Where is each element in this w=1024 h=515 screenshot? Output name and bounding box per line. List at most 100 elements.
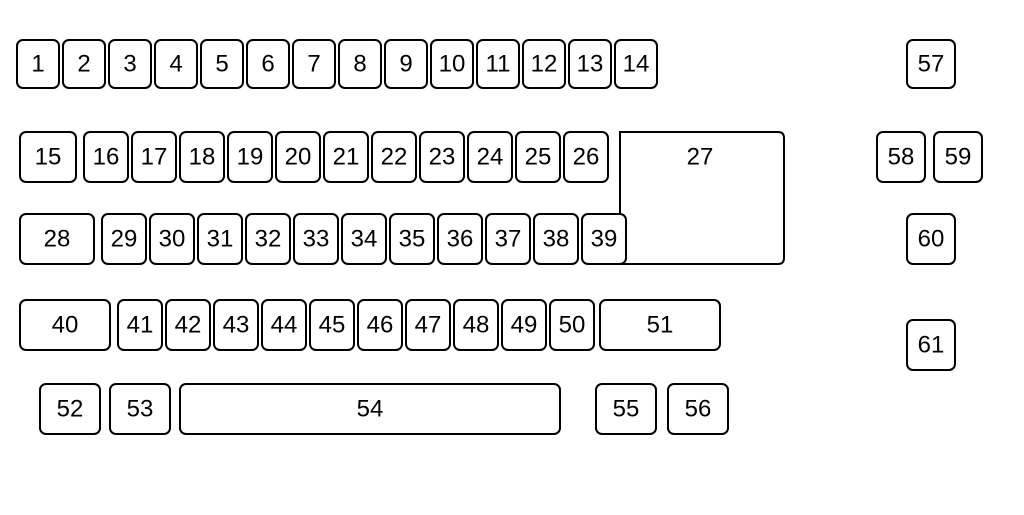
key-55: 55 [596, 384, 656, 434]
key-label: 13 [577, 51, 604, 78]
key-label: 37 [495, 226, 522, 253]
key-label: 26 [573, 144, 600, 171]
key-label: 32 [255, 226, 282, 253]
key-6: 6 [247, 40, 289, 88]
key-label: 24 [477, 144, 504, 171]
key-label: 46 [367, 312, 394, 339]
key-label: 40 [52, 312, 79, 339]
key-label: 2 [77, 51, 90, 78]
key-label: 57 [918, 51, 945, 78]
key-27: 27 [608, 132, 784, 264]
key-label: 38 [543, 226, 570, 253]
key-label: 58 [888, 144, 915, 171]
key-label: 15 [35, 144, 62, 171]
key-42: 42 [166, 300, 210, 350]
key-58: 58 [877, 132, 925, 182]
key-label: 16 [93, 144, 120, 171]
key-32: 32 [246, 214, 290, 264]
key-label: 1 [31, 51, 44, 78]
key-22: 22 [372, 132, 416, 182]
key-label: 44 [271, 312, 298, 339]
key-label: 12 [531, 51, 558, 78]
key-26: 26 [564, 132, 608, 182]
key-51: 51 [600, 300, 720, 350]
key-label: 19 [237, 144, 264, 171]
key-23: 23 [420, 132, 464, 182]
key-35: 35 [390, 214, 434, 264]
key-label: 31 [207, 226, 234, 253]
key-label: 50 [559, 312, 586, 339]
key-18: 18 [180, 132, 224, 182]
key-54: 54 [180, 384, 560, 434]
key-41: 41 [118, 300, 162, 350]
key-label: 55 [613, 396, 640, 423]
key-label: 11 [486, 51, 511, 78]
key-label: 8 [353, 51, 366, 78]
key-4: 4 [155, 40, 197, 88]
key-59: 59 [934, 132, 982, 182]
key-44: 44 [262, 300, 306, 350]
key-61: 61 [907, 320, 955, 370]
key-12: 12 [523, 40, 565, 88]
key-17: 17 [132, 132, 176, 182]
key-10: 10 [431, 40, 473, 88]
key-24: 24 [468, 132, 512, 182]
key-label: 47 [415, 312, 442, 339]
key-label: 30 [159, 226, 186, 253]
key-57: 57 [907, 40, 955, 88]
key-label: 18 [189, 144, 216, 171]
key-30: 30 [150, 214, 194, 264]
key-label: 45 [319, 312, 346, 339]
key-label: 28 [44, 226, 71, 253]
key-label: 3 [123, 51, 136, 78]
key-label: 14 [623, 51, 650, 78]
key-29: 29 [102, 214, 146, 264]
key-label: 5 [215, 51, 228, 78]
key-25: 25 [516, 132, 560, 182]
keyboard-layout-diagram: 1234567891011121314151617181920212223242… [0, 0, 1024, 515]
key-13: 13 [569, 40, 611, 88]
key-label: 22 [381, 144, 408, 171]
key-label: 56 [685, 396, 712, 423]
key-label: 60 [918, 226, 945, 253]
key-label: 59 [945, 144, 972, 171]
key-label: 48 [463, 312, 490, 339]
key-label: 25 [525, 144, 552, 171]
key-label: 10 [439, 51, 466, 78]
key-1: 1 [17, 40, 59, 88]
key-label: 51 [647, 312, 674, 339]
key-49: 49 [502, 300, 546, 350]
key-label: 43 [223, 312, 250, 339]
key-label: 4 [169, 51, 182, 78]
key-43: 43 [214, 300, 258, 350]
key-50: 50 [550, 300, 594, 350]
key-label: 9 [399, 51, 412, 78]
key-21: 21 [324, 132, 368, 182]
key-label: 35 [399, 226, 426, 253]
key-label: 39 [591, 226, 618, 253]
key-label: 17 [141, 144, 168, 171]
key-11: 11 [477, 40, 519, 88]
key-15: 15 [20, 132, 76, 182]
key-label: 29 [111, 226, 138, 253]
key-label: 52 [57, 396, 84, 423]
key-46: 46 [358, 300, 402, 350]
key-label: 41 [127, 312, 154, 339]
key-16: 16 [84, 132, 128, 182]
key-label: 36 [447, 226, 474, 253]
key-label: 6 [261, 51, 274, 78]
key-7: 7 [293, 40, 335, 88]
key-48: 48 [454, 300, 498, 350]
key-19: 19 [228, 132, 272, 182]
key-label: 61 [918, 332, 945, 359]
key-label: 54 [357, 396, 384, 423]
key-37: 37 [486, 214, 530, 264]
key-38: 38 [534, 214, 578, 264]
key-label: 42 [175, 312, 202, 339]
key-31: 31 [198, 214, 242, 264]
key-40: 40 [20, 300, 110, 350]
key-33: 33 [294, 214, 338, 264]
key-3: 3 [109, 40, 151, 88]
key-20: 20 [276, 132, 320, 182]
key-label: 33 [303, 226, 330, 253]
